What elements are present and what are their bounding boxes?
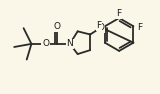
Text: F: F <box>117 9 122 18</box>
Text: F: F <box>137 23 142 31</box>
Text: N: N <box>66 39 73 48</box>
Text: O: O <box>98 23 105 32</box>
Text: F: F <box>96 21 102 30</box>
Text: O: O <box>53 22 60 31</box>
Text: O: O <box>42 39 49 48</box>
